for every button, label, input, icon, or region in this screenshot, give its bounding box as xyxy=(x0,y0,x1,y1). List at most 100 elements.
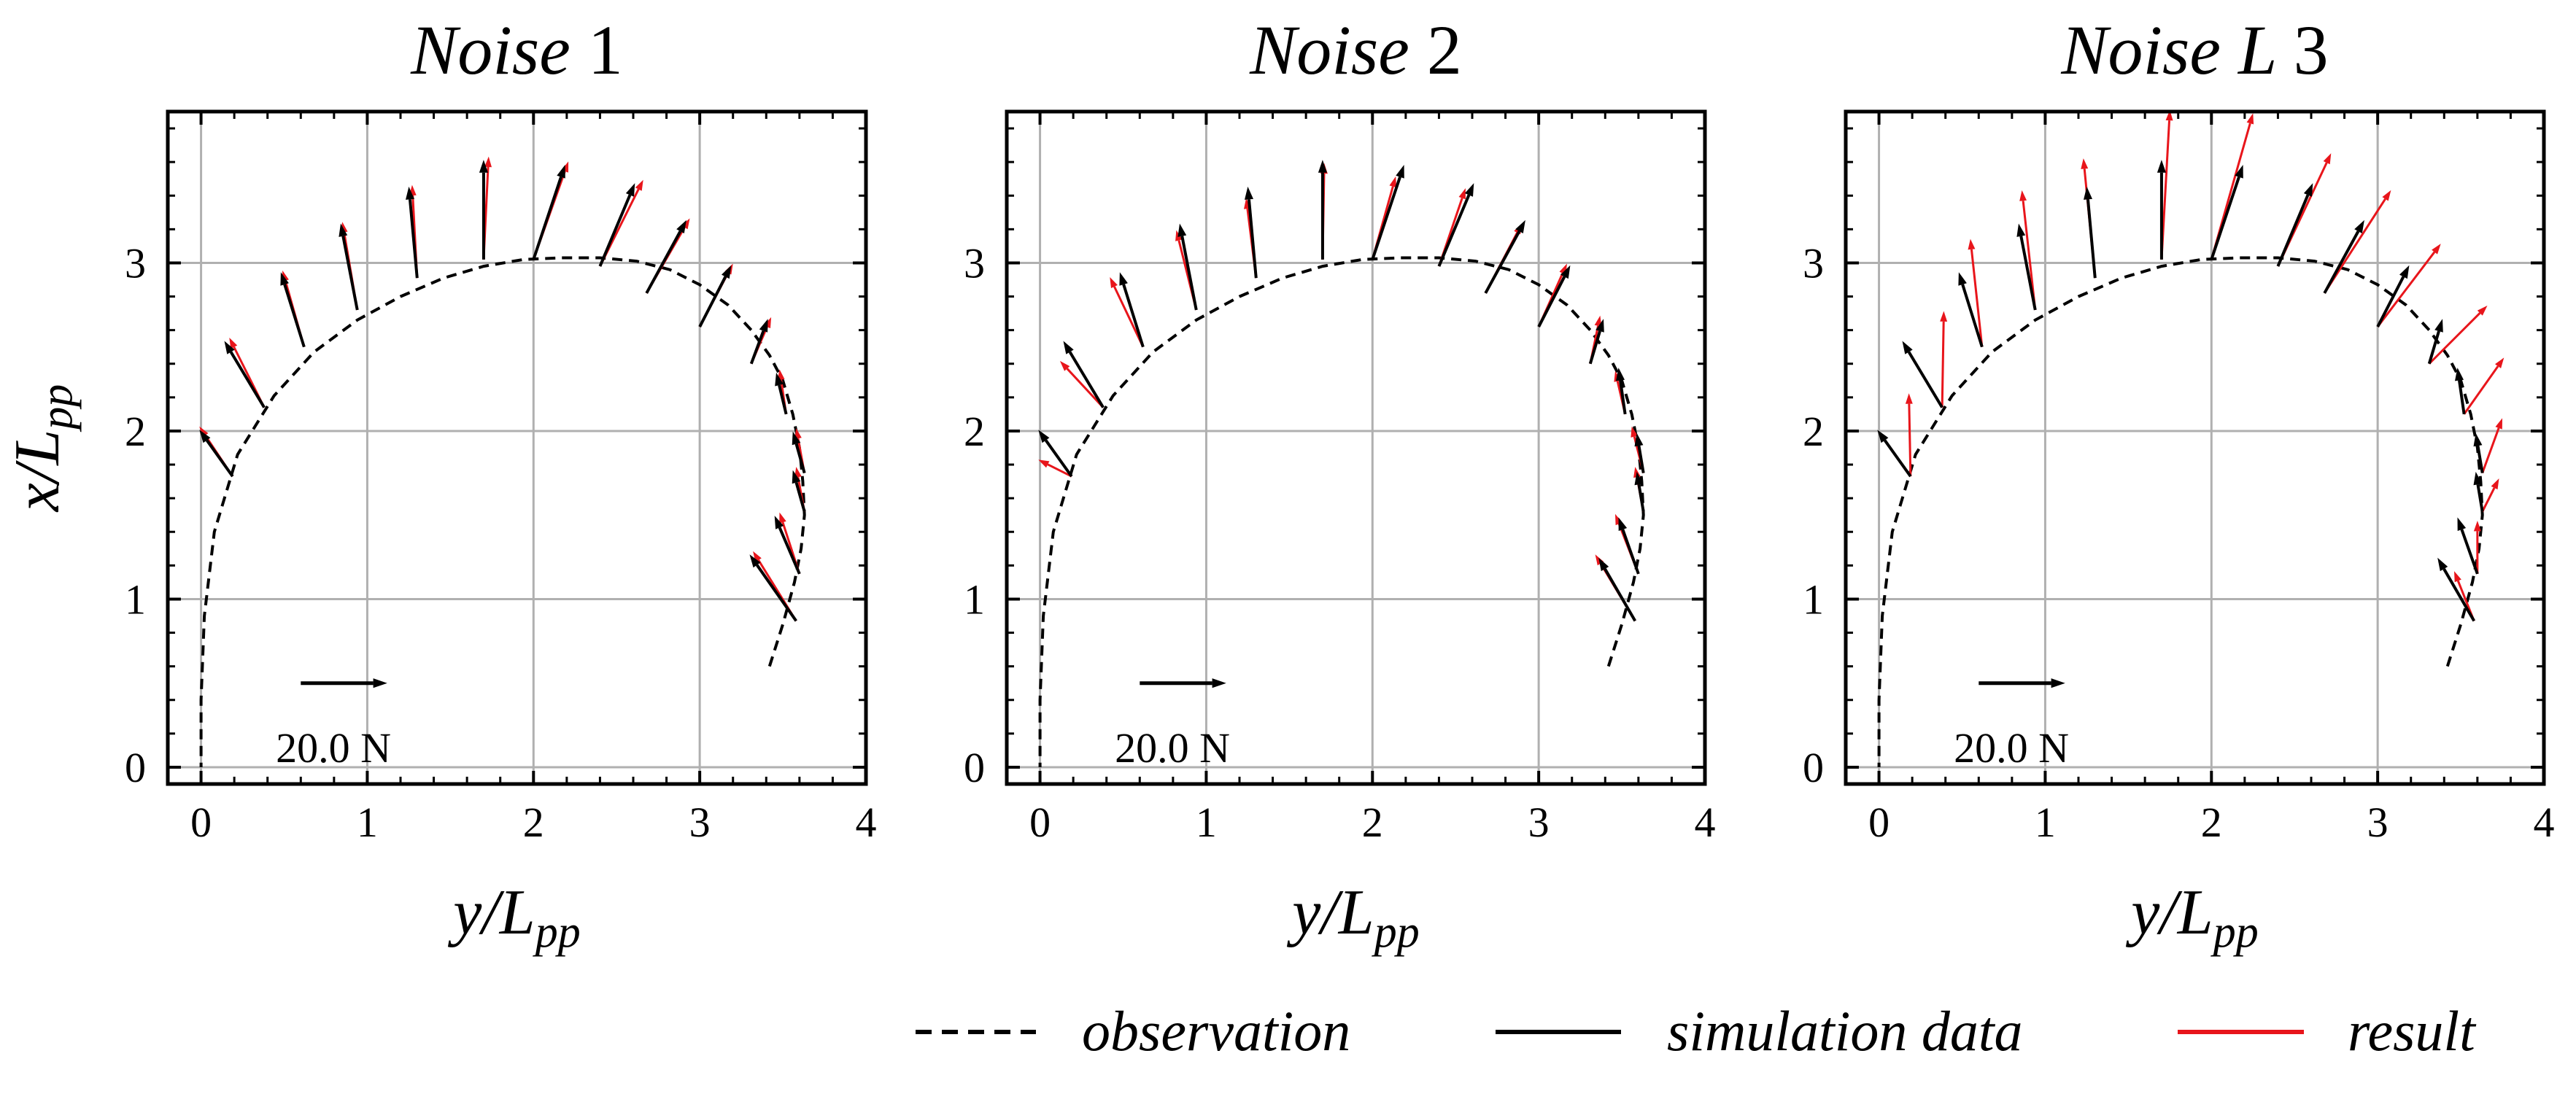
xtick-label-3: 3 xyxy=(1528,799,1550,846)
simulation-arrow-10-head xyxy=(1318,160,1327,173)
result-arrow-14 xyxy=(1940,311,1948,408)
simulation-arrow-4 xyxy=(2455,368,2466,415)
simulation-arrow-2-head xyxy=(2473,471,2483,486)
simulation-arrow-14-head xyxy=(1902,341,1913,354)
simulation-arrow-9-head xyxy=(2235,165,2243,179)
simulation-arrow-10 xyxy=(479,160,488,260)
simulation-arrow-3 xyxy=(1634,432,1645,473)
simulation-arrow-4-shaft xyxy=(778,384,788,415)
scale-arrow-label: 20.0 N xyxy=(1115,724,1230,772)
xtick-label-0: 0 xyxy=(190,799,212,846)
result-arrow-2-shaft xyxy=(2481,487,2496,513)
panel-title-name: Noise xyxy=(1249,11,1427,89)
scale-arrow-head xyxy=(2051,678,2065,688)
simulation-arrow-11-shaft xyxy=(1247,199,1258,279)
result-arrow-14-head xyxy=(1059,360,1070,371)
axes-frame xyxy=(166,109,868,786)
simulation-arrow-13-shaft xyxy=(1122,284,1145,348)
simulation-arrow-0 xyxy=(749,554,797,622)
simulation-arrow-13-head xyxy=(280,272,289,286)
simulation-arrow-4-shaft xyxy=(2458,380,2466,415)
result-arrow-15 xyxy=(1905,393,1913,477)
simulation-arrow-5-head xyxy=(759,319,768,333)
simulation-arrow-15-shaft xyxy=(1883,439,1912,478)
simulation-arrow-6 xyxy=(2376,265,2410,327)
simulation-arrow-8 xyxy=(1437,183,1474,267)
result-arrow-14-shaft xyxy=(1941,321,1945,408)
result-arrow-15-shaft xyxy=(1047,463,1072,478)
simulation-arrow-9 xyxy=(2210,165,2243,260)
simulation-arrow-9-shaft xyxy=(532,176,562,260)
observation-path xyxy=(1877,256,2484,767)
panel-title-name: Noise L xyxy=(2060,11,2293,89)
observation-path xyxy=(199,256,806,767)
simulation-arrow-7-shaft xyxy=(2323,230,2360,294)
xtick-label-0: 0 xyxy=(1029,799,1051,846)
legend: observation simulation data result xyxy=(916,999,2477,1063)
simulation-arrow-0 xyxy=(2437,557,2476,622)
simulation-arrow-8-shaft xyxy=(2276,194,2310,267)
simulation-arrow-5-head xyxy=(2434,319,2443,333)
result-arrow-14-head xyxy=(229,338,238,349)
result-arrow-5-head xyxy=(1594,315,1602,327)
xtick-label-3: 3 xyxy=(2367,799,2389,846)
legend-result-label: result xyxy=(2348,999,2477,1063)
simulation-arrow-7-head xyxy=(2354,220,2364,233)
result-arrow-3-head xyxy=(794,428,802,440)
ytick-label-3: 3 xyxy=(125,239,146,287)
simulation-arrow-9-shaft xyxy=(2210,176,2240,260)
x-axis-label-main: y/L xyxy=(447,877,535,948)
simulation-arrow-4 xyxy=(1616,368,1627,415)
simulation-arrow-6-shaft xyxy=(698,276,727,327)
simulation-arrow-0-shaft xyxy=(2442,568,2476,622)
scale-arrow-label: 20.0 N xyxy=(1954,724,2069,772)
result-arrow-14 xyxy=(1059,360,1105,408)
simulation-arrow-6 xyxy=(698,265,732,327)
simulation-arrow-1-shaft xyxy=(778,527,801,575)
y-axis-label: x/Lpp xyxy=(2,384,82,513)
result-arrow-2-head xyxy=(794,467,802,478)
simulation-arrow-10-head xyxy=(2157,160,2166,173)
simulation-arrow-15-shaft xyxy=(1044,439,1073,478)
simulation-arrow-6-shaft xyxy=(1537,276,1566,327)
simulation-arrow-14-shaft xyxy=(229,351,266,408)
simulation-arrow-11 xyxy=(1245,186,1258,279)
simulation-arrow-2-shaft xyxy=(1637,484,1645,512)
ytick-label-2: 2 xyxy=(1803,408,1824,455)
axes-frame xyxy=(1005,109,1707,786)
result-arrow-15-shaft xyxy=(1908,403,1912,477)
result-arrow-6-head xyxy=(2432,244,2441,255)
ytick-label-3: 3 xyxy=(964,239,985,287)
simulation-arrow-14-head xyxy=(1063,341,1074,354)
y-axis-label-main: x/L xyxy=(2,430,73,513)
xtick-label-1: 1 xyxy=(1196,799,1217,846)
simulation-arrow-5-shaft xyxy=(749,330,765,365)
result-arrow-15-head xyxy=(1905,393,1913,404)
panel-2: 20.0 N 0 1 2 3 4 0 1 2 3 Noise 2 y/Lpp xyxy=(964,11,1716,957)
simulation-arrow-6-shaft xyxy=(2376,276,2405,327)
x-axis-label-main: y/L xyxy=(1286,877,1374,948)
simulation-arrow-12-shaft xyxy=(341,236,359,311)
simulation-arrow-1-head xyxy=(1618,517,1628,531)
simulation-arrow-11-head xyxy=(1245,186,1253,200)
simulation-arrow-5 xyxy=(749,319,768,365)
simulation-arrow-6-head xyxy=(2399,265,2410,279)
xtick-label-4: 4 xyxy=(1695,799,1716,846)
simulation-arrow-15-head xyxy=(1038,430,1050,443)
simulation-arrow-1-shaft xyxy=(2460,529,2479,575)
result-arrow-14-head xyxy=(1940,311,1948,322)
simulation-arrow-5-shaft xyxy=(2427,330,2440,365)
simulation-arrow-14 xyxy=(1902,341,1943,408)
simulation-arrow-12 xyxy=(2016,223,2037,311)
simulation-arrow-6-head xyxy=(1560,265,1571,279)
simulation-arrow-15-shaft xyxy=(205,439,234,478)
simulation-arrow-4-head xyxy=(775,372,784,387)
simulation-arrow-8 xyxy=(598,183,635,267)
simulation-arrow-7-shaft xyxy=(645,230,682,294)
x-axis-label: y/Lpp xyxy=(1286,877,1419,957)
simulation-arrow-12-head xyxy=(339,223,348,237)
result-arrow-2 xyxy=(2481,478,2499,513)
simulation-arrow-12-shaft xyxy=(1180,236,1198,311)
simulation-arrow-8 xyxy=(2276,183,2313,267)
